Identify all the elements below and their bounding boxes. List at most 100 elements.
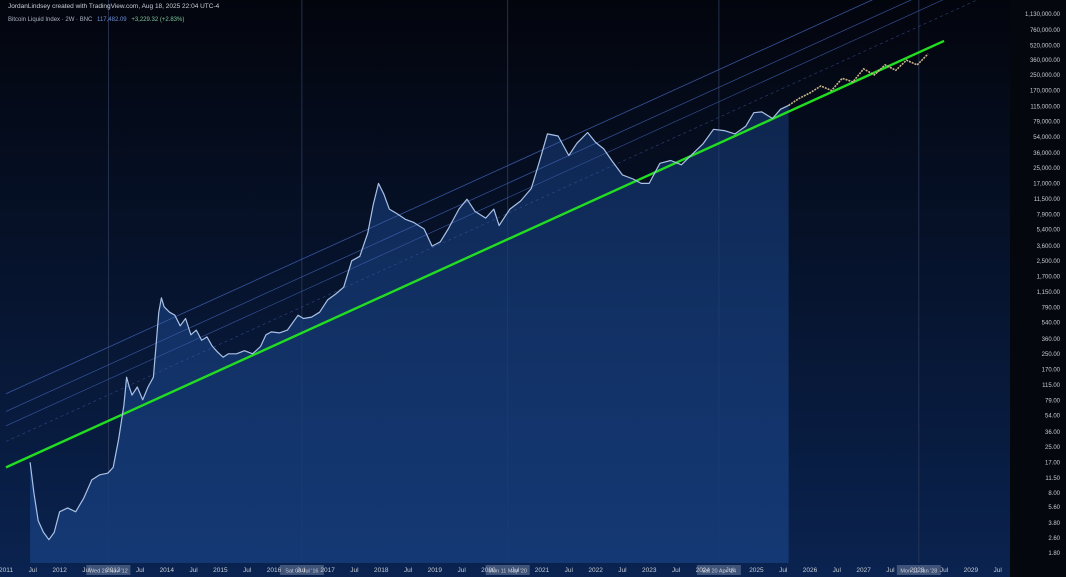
time-tick-label: 2028 xyxy=(910,567,925,574)
time-tick-label: Jul xyxy=(993,567,1002,574)
time-tick-label: Jul xyxy=(565,567,574,574)
last-value: 117,482.09 xyxy=(97,17,127,23)
halving-date-badge xyxy=(279,565,324,575)
price-tick-label: 5.60 xyxy=(1048,505,1060,511)
time-tick-label: Jul xyxy=(725,567,734,574)
time-tick-label: Jul xyxy=(404,567,413,574)
price-tick-label: 11.50 xyxy=(1045,476,1060,482)
price-tick-label: 17,000.00 xyxy=(1033,181,1060,187)
price-tick-label: 250.00 xyxy=(1042,352,1061,358)
halving-date-badge xyxy=(86,565,131,575)
time-tick-label: Jul xyxy=(136,567,145,574)
halving-date-label: Sat 20 Apr '24 xyxy=(702,569,736,575)
time-tick-label: 2029 xyxy=(964,567,979,574)
channel-line xyxy=(5,0,944,427)
halving-date-badge xyxy=(896,565,941,575)
series-lines xyxy=(5,39,945,541)
time-tick-label: 2011 xyxy=(0,567,13,574)
halving-date-label: Wed 28 Nov '12 xyxy=(89,569,128,575)
price-tick-label: 54.00 xyxy=(1045,414,1061,420)
symbol-legend[interactable]: Bitcoin Liquid Index · 2W · BNC 117,482.… xyxy=(8,17,184,23)
price-tick-label: 25.00 xyxy=(1045,445,1061,451)
change-value: +3,229.32 (+2.83%) xyxy=(131,17,185,23)
price-tick-label: 2,500.00 xyxy=(1037,259,1061,265)
time-tick-label: Jul xyxy=(297,567,306,574)
time-tick-label: Jul xyxy=(779,567,788,574)
time-tick-label: 2014 xyxy=(160,567,175,574)
time-tick-label: 2027 xyxy=(856,567,871,574)
time-tick-label: 2015 xyxy=(213,567,228,574)
channel-line xyxy=(5,0,873,395)
price-tick-label: 17.00 xyxy=(1045,460,1061,466)
price-tick-label: 3,600.00 xyxy=(1037,244,1061,250)
price-tick-label: 1,700.00 xyxy=(1037,274,1061,280)
halving-date-label: Mon 11 Jan '28 xyxy=(900,569,937,575)
time-tick-label: Jul xyxy=(243,567,252,574)
price-line xyxy=(29,104,789,541)
price-tick-label: 170.00 xyxy=(1042,367,1061,373)
halving-date-badge xyxy=(485,565,530,575)
price-tick-label: 540.00 xyxy=(1042,321,1061,327)
price-tick-label: 3.80 xyxy=(1048,521,1060,527)
price-axis-background xyxy=(1010,0,1066,577)
price-tick-label: 25,000.00 xyxy=(1033,166,1060,172)
time-tick-label: Jul xyxy=(618,567,627,574)
time-tick-label: Jul xyxy=(672,567,681,574)
halving-date-badge xyxy=(696,565,741,575)
time-tick-label: 2026 xyxy=(803,567,818,574)
time-tick-label: 2020 xyxy=(481,567,496,574)
time-tick-label: Jul xyxy=(940,567,949,574)
price-tick-label: 170,000.00 xyxy=(1030,88,1061,94)
price-tick-label: 115.00 xyxy=(1042,383,1061,389)
time-tick-label: 2023 xyxy=(642,567,657,574)
price-tick-label: 1.80 xyxy=(1048,551,1060,557)
price-tick-label: 7,900.00 xyxy=(1037,212,1061,218)
time-tick-label: 2018 xyxy=(374,567,389,574)
price-tick-label: 790.00 xyxy=(1042,305,1061,311)
time-tick-label: Jul xyxy=(82,567,91,574)
time-tick-label: 2024 xyxy=(696,567,711,574)
halving-date-label: Sat 09 Jul '16 xyxy=(285,569,318,575)
price-tick-label: 54,000.00 xyxy=(1033,135,1060,141)
price-tick-label: 1,130,000.00 xyxy=(1025,12,1061,18)
price-tick-label: 36.00 xyxy=(1045,430,1061,436)
price-area-fill xyxy=(30,105,789,564)
price-area xyxy=(30,105,789,564)
time-tick-label: Jul xyxy=(29,567,38,574)
time-tick-label: Jul xyxy=(833,567,842,574)
price-tick-label: 360,000.00 xyxy=(1030,58,1061,64)
channel-line xyxy=(5,0,912,412)
time-tick-label: Jul xyxy=(350,567,359,574)
price-tick-label: 2.60 xyxy=(1048,536,1060,542)
halving-date-label: Mon 11 May '20 xyxy=(488,569,527,575)
time-tick-label: 2025 xyxy=(749,567,764,574)
price-tick-label: 250,000.00 xyxy=(1030,73,1061,79)
price-tick-label: 79.00 xyxy=(1045,398,1061,404)
symbol-name: Bitcoin Liquid Index · 2W · BNC xyxy=(8,17,93,23)
price-tick-label: 11,500.00 xyxy=(1034,197,1061,203)
projection-line xyxy=(788,53,929,107)
price-tick-label: 5,400.00 xyxy=(1037,228,1061,234)
time-tick-label: 2021 xyxy=(535,567,550,574)
time-tick-label: Jul xyxy=(189,567,198,574)
time-tick-label: 2019 xyxy=(428,567,443,574)
time-tick-label: 2012 xyxy=(52,567,67,574)
time-tick-label: Jul xyxy=(886,567,895,574)
time-tick-label: 2017 xyxy=(320,567,335,574)
price-tick-label: 115,000.00 xyxy=(1030,104,1060,110)
time-tick-label: 2013 xyxy=(106,567,121,574)
price-tick-label: 520,000.00 xyxy=(1030,43,1061,49)
price-axis: 1,130,000.00 760,000.00 520,000.00 360,000.… xyxy=(1025,12,1061,557)
time-tick-label: Jul xyxy=(457,567,466,574)
price-tick-label: 79,000.00 xyxy=(1033,119,1060,125)
price-tick-label: 360.00 xyxy=(1042,337,1061,343)
price-tick-label: 760,000.00 xyxy=(1030,28,1061,34)
price-tick-label: 1,150.00 xyxy=(1037,290,1061,296)
time-axis: 2011 Jul 2012 Jul 2013 Jul 2014 Jul 2015 Jul 2016 J… xyxy=(0,567,1002,574)
time-tick-label: Jul xyxy=(511,567,520,574)
time-tick-label: 2016 xyxy=(267,567,282,574)
price-tick-label: 36,000.00 xyxy=(1033,151,1060,157)
regression-channel xyxy=(5,0,978,442)
channel-line xyxy=(5,0,978,442)
